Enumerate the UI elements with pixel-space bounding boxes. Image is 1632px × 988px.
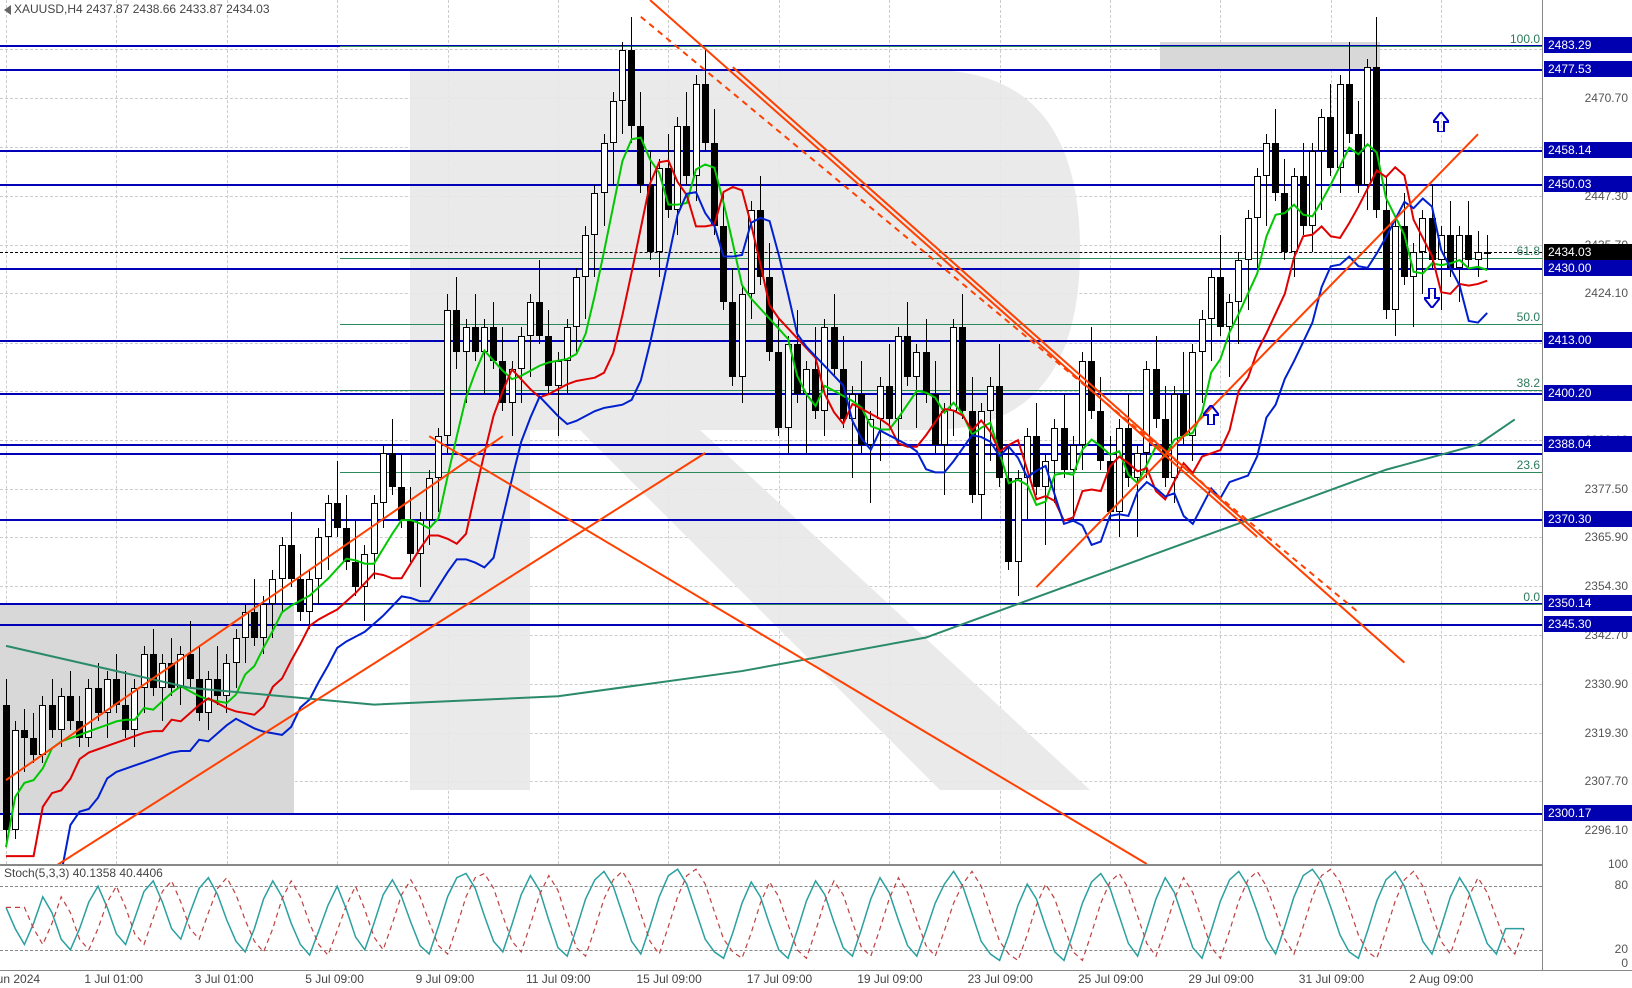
- x-tick: 3 Jul 01:00: [195, 972, 254, 986]
- support-resistance-line[interactable]: [0, 453, 1542, 455]
- fib-line[interactable]: [340, 258, 1542, 259]
- price-level-label: 2483.29: [1544, 37, 1632, 53]
- fib-line[interactable]: [340, 604, 1542, 605]
- x-tick: 31 Jul 09:00: [1299, 972, 1364, 986]
- price-y-axis: 2296.102307.702319.302330.902342.702354.…: [1542, 0, 1632, 864]
- support-resistance-line[interactable]: [0, 69, 1542, 71]
- price-level-label: 2477.53: [1544, 61, 1632, 77]
- x-tick: 17 Jul 09:00: [747, 972, 812, 986]
- x-tick: 11 Jul 09:00: [526, 972, 591, 986]
- y-tick: 2307.70: [1585, 774, 1628, 788]
- x-tick: 5 Jul 09:00: [305, 972, 364, 986]
- price-level-label: 2450.03: [1544, 176, 1632, 192]
- support-resistance-line[interactable]: [0, 519, 1542, 521]
- fib-line[interactable]: [340, 472, 1542, 473]
- y-tick: 2470.70: [1585, 91, 1628, 105]
- stochastic-panel[interactable]: [0, 864, 1542, 970]
- price-level-label: 2350.14: [1544, 595, 1632, 611]
- x-tick: 9 Jul 09:00: [416, 972, 475, 986]
- y-tick: 2377.50: [1585, 482, 1628, 496]
- support-resistance-line[interactable]: [0, 813, 1542, 815]
- price-level-label: 2430.00: [1544, 260, 1632, 276]
- price-level-label: 2345.30: [1544, 616, 1632, 632]
- price-level-label: 2300.17: [1544, 805, 1632, 821]
- stoch-title: Stoch(5,3,3) 40.1358 40.4406: [4, 866, 163, 880]
- fib-label: 0.0: [1523, 590, 1540, 604]
- x-tick: 25 Jul 09:00: [1078, 972, 1143, 986]
- x-tick: 23 Jul 09:00: [968, 972, 1033, 986]
- x-tick: 15 Jul 09:00: [636, 972, 701, 986]
- support-resistance-line[interactable]: [0, 268, 1542, 270]
- y-tick: 2365.90: [1585, 530, 1628, 544]
- arrow-up-icon: [1433, 112, 1449, 132]
- y-tick: 2424.10: [1585, 286, 1628, 300]
- price-level-label: 2413.00: [1544, 332, 1632, 348]
- fib-line[interactable]: [340, 46, 1542, 47]
- stoch-tick: 100: [1608, 857, 1628, 871]
- fib-label: 50.0: [1517, 310, 1540, 324]
- x-tick: 29 Jul 09:00: [1188, 972, 1253, 986]
- arrow-up-icon: [1203, 405, 1219, 425]
- y-tick: 2319.30: [1585, 726, 1628, 740]
- price-chart[interactable]: [0, 0, 1542, 864]
- x-tick: 19 Jul 09:00: [857, 972, 922, 986]
- arrow-down-icon: [1424, 288, 1440, 308]
- chart-title: XAUUSD,H4 2437.87 2438.66 2433.87 2434.0…: [4, 2, 270, 16]
- stoch-tick: 80: [1615, 878, 1628, 892]
- fib-label: 100.0: [1510, 32, 1540, 46]
- price-level-label: 2370.30: [1544, 511, 1632, 527]
- fib-label: 23.6: [1517, 458, 1540, 472]
- price-level-label: 2400.20: [1544, 385, 1632, 401]
- y-tick: 2296.10: [1585, 823, 1628, 837]
- support-resistance-line[interactable]: [0, 444, 1542, 446]
- current-price-label: 2434.03: [1544, 244, 1632, 260]
- support-resistance-line[interactable]: [0, 624, 1542, 626]
- fib-label: 38.2: [1517, 376, 1540, 390]
- stoch-y-axis: 20801000: [1542, 864, 1632, 970]
- time-x-axis: 27 Jun 2024 1 Jul 01:00 3 Jul 01:00 5 Jul 0…: [0, 970, 1632, 988]
- stoch-tick: 20: [1615, 942, 1628, 956]
- x-tick: 1 Jul 01:00: [84, 972, 143, 986]
- fib-label: 61.8: [1517, 244, 1540, 258]
- x-tick: 2 Aug 09:00: [1409, 972, 1473, 986]
- price-level-label: 2388.04: [1544, 436, 1632, 452]
- x-tick: 27 Jun 2024: [0, 972, 40, 986]
- y-tick: 2330.90: [1585, 677, 1628, 691]
- y-tick: 2354.30: [1585, 579, 1628, 593]
- fib-line[interactable]: [340, 324, 1542, 325]
- support-resistance-line[interactable]: [0, 393, 1542, 395]
- price-level-label: 2458.14: [1544, 142, 1632, 158]
